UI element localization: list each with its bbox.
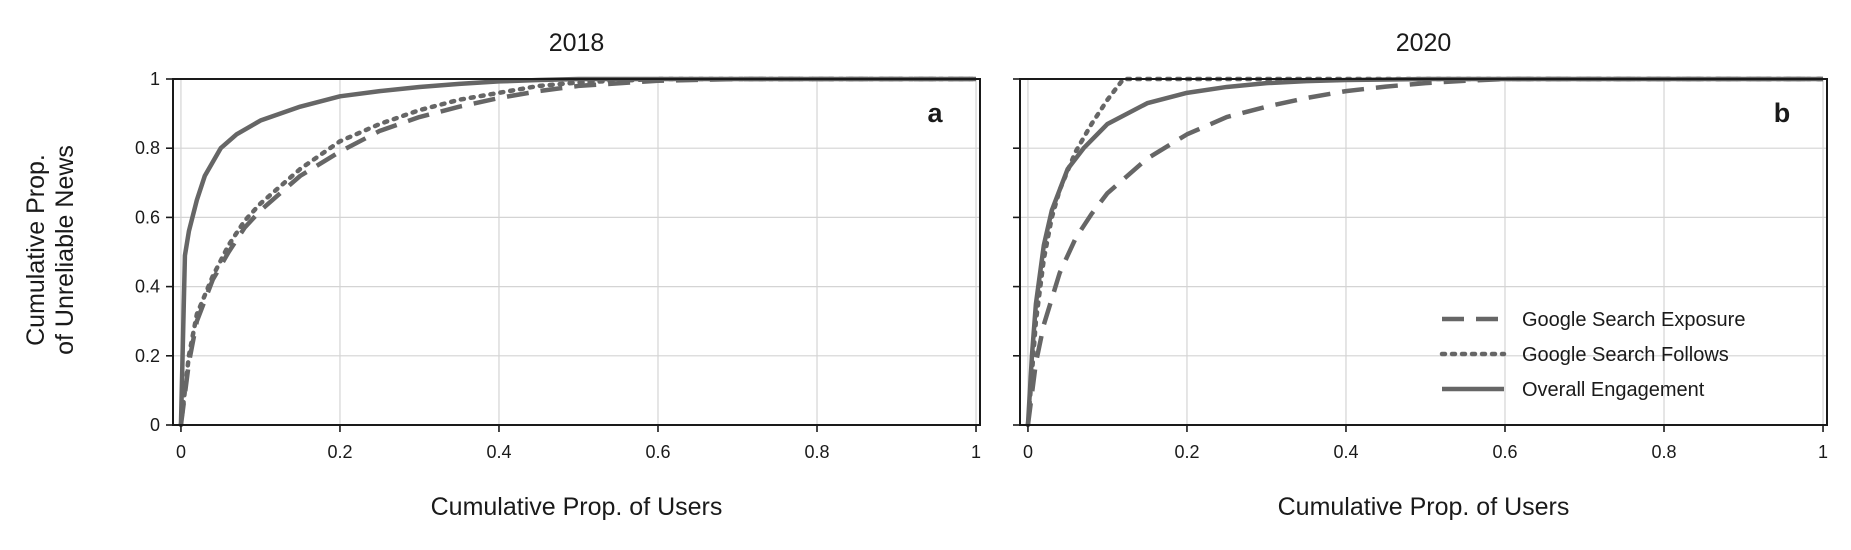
panel-letter: a (927, 98, 943, 128)
x-tick-label: 0.4 (486, 442, 511, 462)
series-group (178, 76, 979, 428)
y-tick-label: 1 (150, 69, 160, 89)
y-axis-label-line-2: of Unreliable News (51, 145, 79, 355)
panel-2020: 0 0.2 0.4 0.6 0.8 1 Cumulative Prop. of Users 2… (1013, 29, 1828, 521)
x-axis: 0 0.2 0.4 0.6 0.8 1 Cumulative Prop. of Users (1023, 425, 1828, 521)
y-tick-label: 0.6 (135, 207, 160, 227)
panel-title: 2018 (549, 29, 605, 57)
y-tick-label: 0.2 (135, 346, 160, 366)
x-tick-label: 0.2 (327, 442, 352, 462)
x-axis-label: Cumulative Prop. of Users (1278, 493, 1570, 521)
panel-letter: b (1774, 98, 1791, 128)
legend: Google Search Exposure Google Search Foll… (1439, 309, 1745, 401)
series-google-search-exposure (1025, 76, 1824, 426)
x-tick-label: 0.8 (804, 442, 829, 462)
x-tick-label: 0.2 (1174, 442, 1199, 462)
grid (1020, 78, 1827, 426)
y-tick-label: 0 (150, 415, 160, 435)
legend-label: Google Search Follows (1522, 344, 1729, 366)
plot-frame (172, 78, 981, 426)
x-tick-label: 0 (176, 442, 186, 462)
x-axis: 0 0.2 0.4 0.6 0.8 1 Cumulative Prop. of Users (176, 425, 981, 521)
series-google-search-follows (1025, 76, 1826, 428)
plot-frame (1019, 78, 1828, 426)
y-axis-label: Cumulative Prop. of Unreliable News (22, 145, 79, 355)
legend-label: Overall Engagement (1522, 379, 1705, 401)
x-axis-label: Cumulative Prop. of Users (431, 493, 723, 521)
series-overall-engagement (178, 76, 977, 426)
y-axis: 0 0.2 0.4 0.6 0.8 1 (135, 69, 173, 435)
y-tick-label: 0.4 (135, 277, 160, 297)
panel-title: 2020 (1396, 29, 1452, 57)
series-google-search-follows (178, 76, 979, 428)
y-tick-label: 0.8 (135, 138, 160, 158)
y-axis-label-line-1: Cumulative Prop. (22, 154, 50, 346)
y-axis (1013, 78, 1020, 426)
grid (173, 78, 980, 426)
legend-label: Google Search Exposure (1522, 309, 1745, 331)
series-google-search-exposure (178, 76, 977, 426)
x-tick-label: 0.6 (1492, 442, 1517, 462)
x-tick-label: 1 (971, 442, 981, 462)
x-tick-label: 0.6 (645, 442, 670, 462)
x-tick-label: 0 (1023, 442, 1033, 462)
x-tick-label: 0.4 (1333, 442, 1358, 462)
series-group (1025, 76, 1826, 428)
x-tick-label: 0.8 (1651, 442, 1676, 462)
x-tick-label: 1 (1818, 442, 1828, 462)
series-overall-engagement (1025, 76, 1824, 426)
